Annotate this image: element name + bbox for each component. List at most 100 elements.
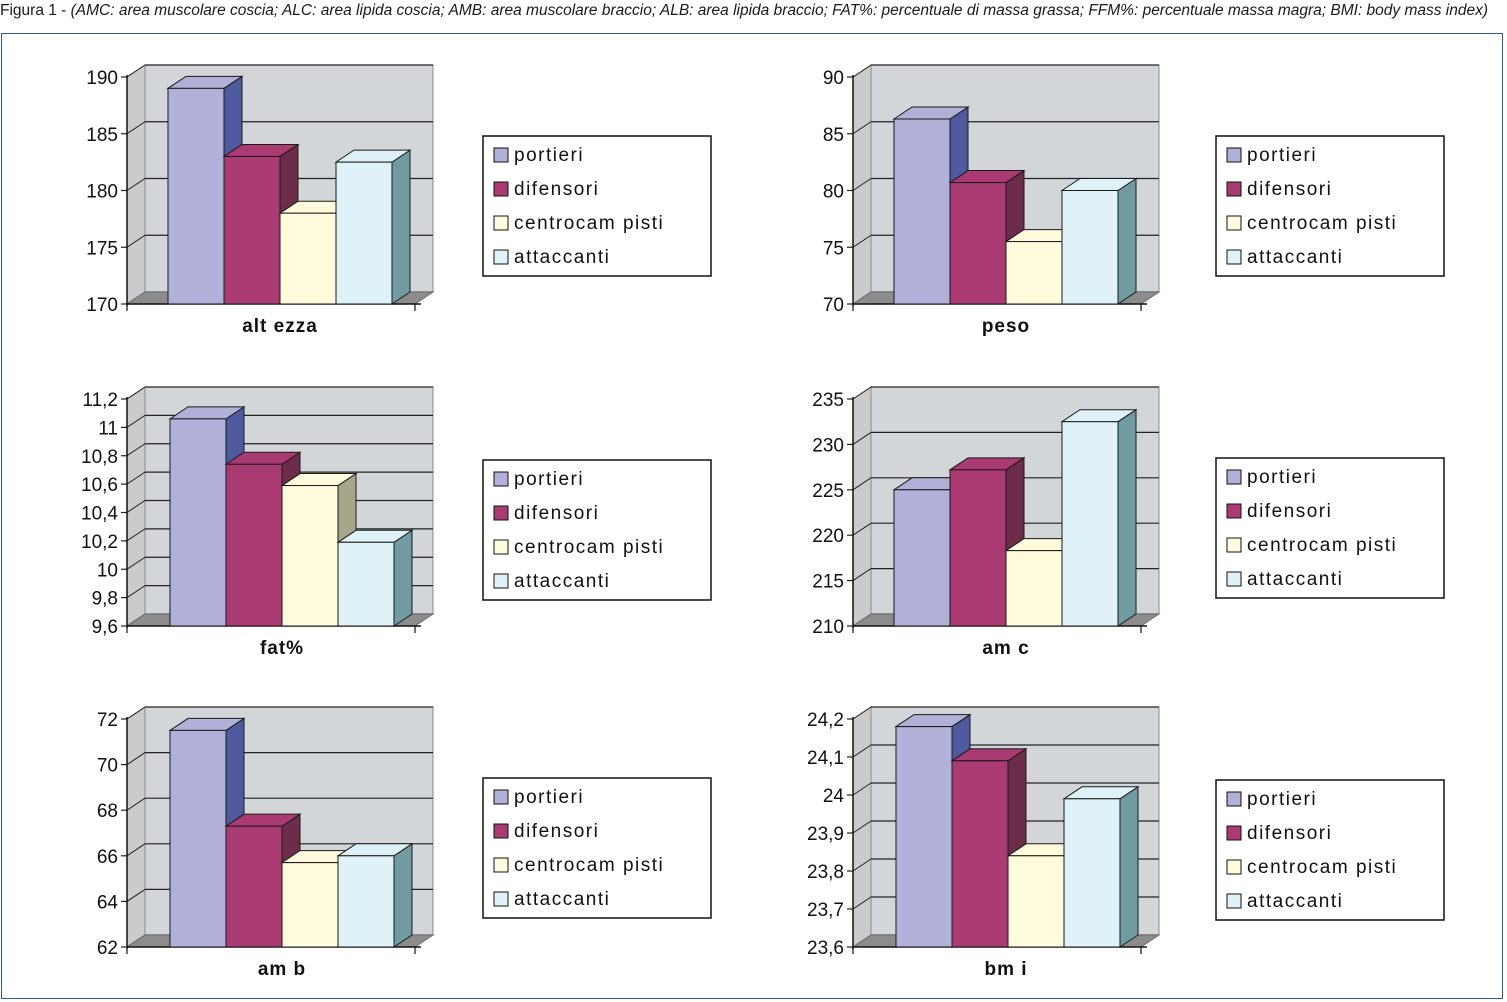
gridline-diag [126, 888, 146, 902]
gridline-diag [852, 820, 872, 834]
y-tick-label: 72 [97, 710, 118, 731]
legend-label: centrocam pisti [514, 213, 664, 234]
y-tick-label: 215 [812, 572, 844, 593]
gridline-diag [852, 386, 872, 400]
bar-front [1005, 550, 1063, 627]
gridline-diag [852, 568, 872, 582]
legend-label: attaccanti [1247, 891, 1343, 912]
y-tick-label: 90 [823, 68, 844, 89]
gridline-diag [126, 752, 146, 766]
legend-box [1215, 135, 1445, 277]
y-tick-label: 230 [812, 435, 844, 456]
bar-side [393, 529, 413, 627]
y-tick-label: 11,2 [82, 390, 118, 411]
legend: portieri difensori centrocam pisti attaccan… [482, 459, 712, 601]
legend: portieri difensori centrocam pisti attaccan… [482, 777, 712, 919]
bar-front [335, 161, 393, 305]
bar-front [225, 463, 283, 627]
bar-front [1005, 241, 1063, 305]
legend-label: portieri [1247, 145, 1317, 166]
figure-frame [1, 33, 1503, 999]
gridline-diag [126, 121, 146, 135]
y-tick-label: 75 [823, 238, 844, 259]
y-tick-label: 185 [86, 125, 118, 146]
bar-4 [1060, 408, 1138, 627]
bar-front [893, 489, 951, 627]
legend-swatch [493, 181, 509, 197]
bar-front [1063, 798, 1121, 948]
y-tick-label: 24,1 [807, 748, 844, 769]
x-axis-label: am b [258, 959, 306, 980]
bar-front [167, 87, 225, 305]
legend-swatch [1226, 825, 1242, 841]
legend-label: portieri [514, 469, 584, 490]
y-tick-label: 9,8 [92, 589, 118, 610]
y-tick-label: 10 [97, 560, 118, 581]
x-axis-label: fat% [260, 638, 304, 659]
bar-front [337, 855, 395, 948]
x-axis-label: bm i [984, 959, 1027, 980]
x-axis-label: am c [982, 638, 1029, 659]
bar-front [895, 726, 953, 948]
bar-side [1117, 408, 1137, 627]
bar-front [281, 862, 339, 948]
x-axis-label: peso [982, 316, 1030, 337]
plot-side-wall [852, 386, 872, 627]
legend-label: centrocam pisti [1247, 857, 1397, 878]
legend-label: portieri [514, 145, 584, 166]
gridline-diag [852, 744, 872, 758]
bar-side [1119, 785, 1139, 948]
bar-front [949, 469, 1007, 627]
legend: portieri difensori centrocam pisti attaccan… [482, 135, 712, 277]
legend-label: portieri [514, 787, 584, 808]
chart-panel-3: 9,6 9,8 10 10,2 10,4 10,6 10,8 11 11,2 fat% portie… [81, 386, 712, 659]
legend-swatch [493, 215, 509, 231]
legend: portieri difensori centrocam pisti attaccan… [1215, 457, 1445, 599]
legend-label: difensori [1247, 823, 1332, 844]
legend-label: portieri [1247, 789, 1317, 810]
legend-label: difensori [1247, 179, 1332, 200]
legend-label: difensori [514, 821, 599, 842]
bar-front [281, 485, 339, 627]
gridline-diag [126, 797, 146, 811]
legend-swatch [1226, 503, 1242, 519]
legend-label: centrocam pisti [1247, 535, 1397, 556]
legend-swatch [1226, 893, 1242, 909]
legend-label: centrocam pisti [514, 537, 664, 558]
y-tick-label: 70 [97, 756, 118, 777]
chart-panel-6: 23,6 23,7 23,8 23,9 24 24,1 24,2 bm i portieri di… [807, 706, 1445, 980]
legend-label: centrocam pisti [1247, 213, 1397, 234]
bar-front [169, 418, 227, 627]
y-tick-label: 62 [97, 938, 118, 959]
bar-side [393, 842, 413, 948]
bar-front [279, 212, 337, 305]
y-tick-label: 23,6 [807, 938, 844, 959]
bar-front [1061, 421, 1119, 627]
legend-swatch [493, 471, 509, 487]
legend-box [1215, 779, 1445, 921]
legend-label: attaccanti [514, 247, 610, 268]
y-tick-label: 70 [823, 295, 844, 316]
y-tick-label: 10,2 [81, 532, 118, 553]
legend-label: difensori [514, 503, 599, 524]
gridline-diag [852, 178, 872, 191]
y-tick-label: 175 [86, 238, 118, 259]
legend-label: centrocam pisti [514, 855, 664, 876]
gridline-diag [126, 556, 146, 570]
gridline-diag [852, 782, 872, 796]
gridline-diag [852, 896, 872, 910]
legend-swatch [493, 823, 509, 839]
bar-front [1061, 190, 1119, 305]
bar-4 [1062, 785, 1140, 948]
y-tick-label: 180 [86, 182, 118, 203]
gridline-diag [852, 64, 872, 78]
bar-4 [1060, 177, 1138, 305]
gridline-diag [126, 500, 146, 513]
legend-box [482, 777, 712, 919]
y-tick-label: 10,8 [81, 447, 118, 468]
gridline-diag [126, 64, 146, 78]
gridline-diag [852, 706, 872, 720]
y-tick-label: 220 [812, 526, 844, 547]
gridline-diag [126, 528, 146, 542]
gridline-diag [852, 858, 872, 872]
